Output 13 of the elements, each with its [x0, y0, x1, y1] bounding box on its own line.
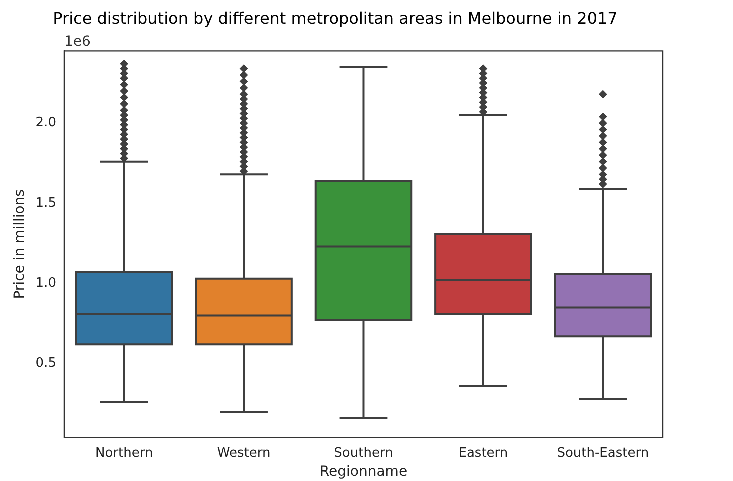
text: 1e6 — [64, 34, 91, 50]
x-tick-label: Northern — [95, 446, 154, 461]
y-tick-label: 2.0 — [36, 116, 56, 131]
x-tick-label: Southern — [334, 446, 394, 461]
y-axis-title: Price in millions — [12, 190, 28, 300]
y-tick-label: 1.0 — [36, 276, 56, 292]
chart-title: Price distribution by different metropolitan areas in Melbourne in 2017 — [53, 8, 618, 28]
x-tick-label: Western — [217, 446, 271, 461]
x-axis-title: Regionname — [320, 464, 408, 480]
y-tick-label: 1.5 — [36, 196, 56, 211]
x-tick-label: Eastern — [458, 446, 508, 461]
y-tick-label: 0.5 — [36, 356, 56, 372]
x-tick-label: South-Eastern — [557, 446, 650, 461]
